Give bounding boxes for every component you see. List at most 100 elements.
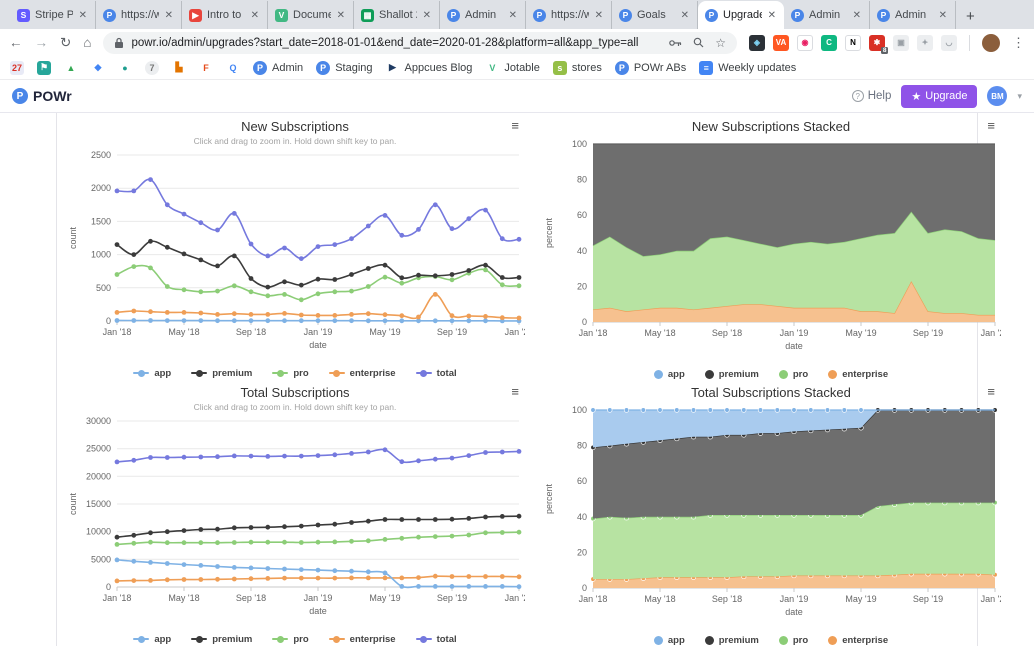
svg-text:date: date bbox=[309, 606, 327, 616]
chart-subtitle: Click and drag to zoom in. Hold down shi… bbox=[65, 136, 525, 147]
charts-panel: New Subscriptions ≡ Click and drag to zo… bbox=[56, 113, 978, 646]
bookmark-icon[interactable]: ● bbox=[118, 61, 132, 75]
legend-item-premium[interactable]: premium bbox=[705, 635, 759, 646]
screenshot-extension[interactable]: ▣ bbox=[893, 35, 909, 51]
user-avatar[interactable]: BM bbox=[987, 86, 1007, 106]
legend-item-app[interactable]: app bbox=[654, 369, 685, 380]
legend-item-enterprise[interactable]: enterprise bbox=[329, 634, 396, 645]
orange-extension[interactable]: VA bbox=[773, 35, 789, 51]
tab-admin[interactable]: PAdmin✕ bbox=[784, 1, 870, 29]
tab-admin[interactable]: PAdmin✕ bbox=[440, 1, 526, 29]
back-icon[interactable]: ← bbox=[9, 35, 23, 50]
tab-label: Admin bbox=[809, 9, 847, 21]
notion-extension[interactable]: N bbox=[845, 35, 861, 51]
bookmark-jotable[interactable]: VJotable bbox=[485, 61, 539, 75]
svg-text:Jan '18: Jan '18 bbox=[579, 328, 608, 338]
legend-item-premium[interactable]: premium bbox=[191, 634, 252, 645]
legend-item-app[interactable]: app bbox=[133, 634, 171, 645]
bookmark-icon[interactable]: F bbox=[199, 61, 213, 75]
tab-close-icon[interactable]: ✕ bbox=[164, 10, 174, 21]
bookmark-powr-abs[interactable]: PPOWr ABs bbox=[615, 61, 686, 75]
total-subscriptions-stacked-plot[interactable]: 020406080100Jan '18May '18Sep '18Jan '19… bbox=[541, 402, 1001, 626]
bookmark-icon[interactable]: ▲ bbox=[64, 61, 78, 75]
bookmark-weekly-updates[interactable]: ≡Weekly updates bbox=[699, 61, 796, 75]
legend-item-enterprise[interactable]: enterprise bbox=[828, 635, 888, 646]
legend-item-pro[interactable]: pro bbox=[779, 369, 808, 380]
bookmark-icon[interactable]: 27 bbox=[10, 61, 24, 75]
browser-profile-avatar[interactable] bbox=[982, 34, 1000, 52]
tab-stripe-part[interactable]: SStripe Part✕ bbox=[10, 1, 96, 29]
new-subscriptions-plot[interactable]: 05001000150020002500Jan '18May '18Sep '1… bbox=[65, 147, 525, 359]
tab-https-ww[interactable]: Phttps://ww✕ bbox=[96, 1, 182, 29]
chart-menu-icon[interactable]: ≡ bbox=[987, 385, 995, 398]
tab-admin[interactable]: PAdmin✕ bbox=[870, 1, 956, 29]
legend-item-premium[interactable]: premium bbox=[191, 368, 252, 379]
legend-label: total bbox=[437, 368, 457, 379]
tab-goals[interactable]: PGoals✕ bbox=[612, 1, 698, 29]
legend-item-total[interactable]: total bbox=[416, 634, 457, 645]
adblock-extension[interactable]: ✱8 bbox=[869, 35, 885, 51]
chrome-menu-icon[interactable]: ⋮ bbox=[1012, 35, 1025, 51]
new-tab-button[interactable]: + bbox=[956, 8, 987, 29]
pink-swirl-extension[interactable]: ◉ bbox=[797, 35, 813, 51]
zoom-icon[interactable] bbox=[693, 37, 704, 48]
svg-text:20: 20 bbox=[577, 281, 587, 291]
legend-item-total[interactable]: total bbox=[416, 368, 457, 379]
powr-logo[interactable]: P POWr bbox=[12, 88, 72, 104]
grammarly-extension[interactable]: C bbox=[821, 35, 837, 51]
tab-close-icon[interactable]: ✕ bbox=[938, 10, 948, 21]
tab-shallot-20[interactable]: ▦Shallot 20✕ bbox=[354, 1, 440, 29]
url-bar[interactable]: powr.io/admin/upgrades?start_date=2018-0… bbox=[103, 32, 737, 54]
tab-intro-to-po[interactable]: ▶Intro to PO✕ bbox=[182, 1, 268, 29]
react-devtools-extension[interactable]: ◈ bbox=[749, 35, 765, 51]
bookmark-appcues-blog[interactable]: ▶Appcues Blog bbox=[386, 61, 473, 75]
help-link[interactable]: ? Help bbox=[852, 90, 892, 102]
home-icon[interactable]: ⌂ bbox=[83, 35, 91, 50]
forward-icon[interactable]: → bbox=[35, 35, 49, 50]
chart-menu-icon[interactable]: ≡ bbox=[511, 385, 519, 398]
chart-menu-icon[interactable]: ≡ bbox=[511, 119, 519, 132]
tab-document[interactable]: VDocument✕ bbox=[268, 1, 354, 29]
legend-item-enterprise[interactable]: enterprise bbox=[329, 368, 396, 379]
legend-item-app[interactable]: app bbox=[133, 368, 171, 379]
bookmark-staging[interactable]: PStaging bbox=[316, 61, 372, 75]
pocket-extension[interactable]: ◡ bbox=[941, 35, 957, 51]
tab-close-icon[interactable]: ✕ bbox=[767, 10, 777, 21]
bookmark-icon[interactable]: ◆ bbox=[91, 61, 105, 75]
tab-close-icon[interactable]: ✕ bbox=[852, 10, 862, 21]
tab-close-icon[interactable]: ✕ bbox=[422, 10, 432, 21]
bookmark-label: Jotable bbox=[504, 62, 539, 74]
upgrade-button[interactable]: ★ Upgrade bbox=[901, 85, 977, 108]
bookmark-label: stores bbox=[572, 62, 602, 74]
legend-label: pro bbox=[293, 368, 308, 379]
bookmark-stores[interactable]: sstores bbox=[553, 61, 602, 75]
tab-close-icon[interactable]: ✕ bbox=[680, 10, 690, 21]
chart-menu-icon[interactable]: ≡ bbox=[987, 119, 995, 132]
legend-item-app[interactable]: app bbox=[654, 635, 685, 646]
new-subscriptions-stacked-plot[interactable]: 020406080100Jan '18May '18Sep '18Jan '19… bbox=[541, 136, 1001, 360]
bookmark-icon[interactable]: Q bbox=[226, 61, 240, 75]
legend-item-premium[interactable]: premium bbox=[705, 369, 759, 380]
legend-item-pro[interactable]: pro bbox=[272, 368, 308, 379]
reload-icon[interactable]: ↻ bbox=[60, 35, 71, 51]
bookmark-icon[interactable]: 7 bbox=[145, 61, 159, 75]
tab-close-icon[interactable]: ✕ bbox=[250, 10, 260, 21]
total-subscriptions-plot[interactable]: 050001000015000200002500030000Jan '18May… bbox=[65, 413, 525, 625]
tab-close-icon[interactable]: ✕ bbox=[78, 10, 88, 21]
bookmark-star-icon[interactable]: ☆ bbox=[715, 36, 726, 50]
gray-extension[interactable]: ✦ bbox=[917, 35, 933, 51]
legend-item-pro[interactable]: pro bbox=[779, 635, 808, 646]
bookmark-icon[interactable]: ▙ bbox=[172, 61, 186, 75]
legend-item-pro[interactable]: pro bbox=[272, 634, 308, 645]
tab-close-icon[interactable]: ✕ bbox=[508, 10, 518, 21]
bookmark-admin[interactable]: PAdmin bbox=[253, 61, 303, 75]
tab-close-icon[interactable]: ✕ bbox=[594, 10, 604, 21]
tab-https-ww[interactable]: Phttps://ww✕ bbox=[526, 1, 612, 29]
tab-upgrades[interactable]: PUpgrades✕ bbox=[698, 1, 784, 29]
chevron-down-icon[interactable]: ▾ bbox=[1017, 91, 1022, 102]
legend-item-enterprise[interactable]: enterprise bbox=[828, 369, 888, 380]
bookmark-icon[interactable]: ⚑ bbox=[37, 61, 51, 75]
tab-close-icon[interactable]: ✕ bbox=[336, 10, 346, 21]
bookmark-favicon: P bbox=[615, 61, 629, 75]
key-icon[interactable] bbox=[669, 38, 682, 48]
